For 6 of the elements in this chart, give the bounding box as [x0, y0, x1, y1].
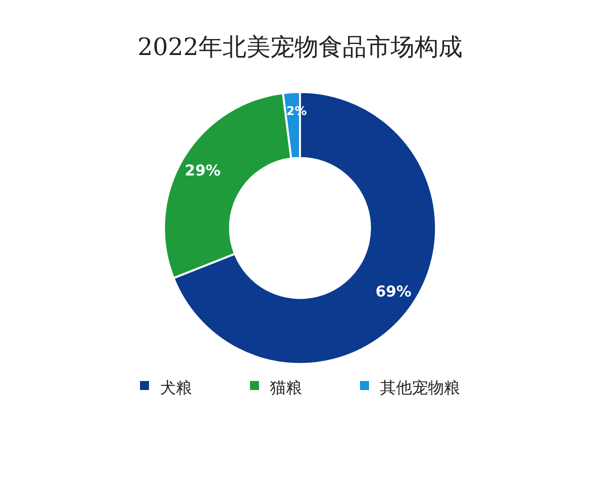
legend-label: 其他宠物粮 — [380, 378, 460, 397]
data-label: 29% — [184, 161, 221, 180]
data-label: 69% — [376, 282, 412, 301]
legend-label: 犬粮 — [160, 378, 192, 397]
legend-label: 猫粮 — [270, 378, 302, 397]
chart-title: 2022年北美宠物食品市场构成 — [137, 33, 463, 61]
